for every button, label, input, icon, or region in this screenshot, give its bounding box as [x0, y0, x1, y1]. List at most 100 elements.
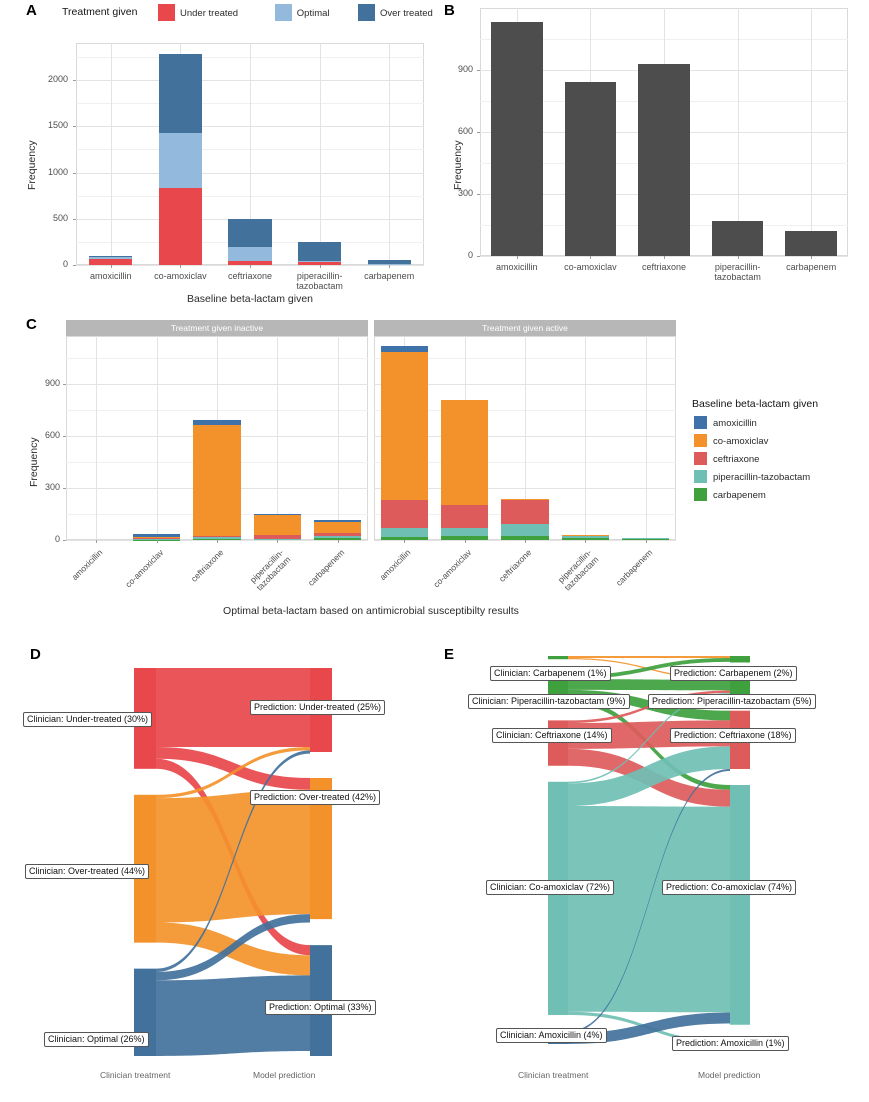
legend-key — [694, 434, 707, 447]
panel-c-letter: C — [26, 316, 37, 333]
bar-segment — [133, 537, 181, 539]
y-tick-label: 0 — [62, 259, 68, 269]
x-tick-mark — [590, 256, 592, 259]
y-tick-label: 0 — [467, 250, 473, 260]
sankey-node-label-right: Prediction: Optimal (33%) — [265, 1000, 376, 1015]
sankey-link — [568, 679, 730, 691]
x-tick-mark — [464, 540, 466, 543]
x-tick-mark — [645, 540, 647, 543]
y-tick-mark — [63, 540, 66, 541]
bar-segment — [501, 499, 549, 525]
bar-segment — [253, 515, 301, 535]
y-tick-label: 900 — [44, 378, 60, 389]
x-tick-mark — [250, 265, 251, 268]
bar — [785, 231, 837, 256]
bar-segment — [253, 534, 301, 539]
bar-segment — [193, 424, 241, 537]
bar-segment — [380, 345, 428, 353]
bar-segment — [253, 539, 301, 541]
legend-label: carbapenem — [713, 490, 766, 501]
bar-segment — [380, 536, 428, 540]
bar-segment — [314, 537, 362, 540]
bar-segment — [441, 505, 489, 528]
sankey-link — [156, 975, 310, 1056]
y-tick-mark — [477, 70, 480, 71]
sankey-node-label-left: Clinician: Co-amoxiclav (72%) — [486, 880, 615, 895]
sankey-node-label-left: Clinician: Optimal (26%) — [44, 1032, 149, 1047]
bar-segment — [561, 534, 609, 536]
gridline-vertical — [319, 43, 321, 265]
bar-segment — [622, 537, 670, 539]
panel-a-legend-title: Treatment given — [62, 6, 138, 18]
bar-segment — [622, 538, 670, 540]
bar-segment — [89, 259, 133, 265]
bar-segment — [380, 499, 428, 528]
panel-b-y-axis-title: Frequency — [452, 140, 464, 190]
panel-c-facet-strip-inactive: Treatment given inactive — [66, 320, 368, 336]
x-tick-mark — [585, 540, 587, 543]
x-tick-mark — [516, 256, 518, 259]
panel-d-left-axis-label: Clinician treatment — [100, 1070, 171, 1080]
panel-e-sankey — [548, 656, 750, 1044]
bar-segment — [193, 539, 241, 541]
y-tick-mark — [477, 132, 480, 133]
bar-segment — [314, 533, 362, 536]
gridline-vertical — [811, 8, 813, 256]
x-tick-mark — [737, 256, 739, 259]
bar-segment — [298, 241, 342, 261]
panel-e-left-axis-label: Clinician treatment — [518, 1070, 589, 1080]
x-tick-mark — [389, 265, 391, 268]
x-tick-label: ceftriaxone — [227, 271, 273, 281]
x-tick-label: co-amoxiclav — [154, 271, 207, 281]
sankey-link — [568, 1012, 730, 1044]
x-tick-mark — [337, 540, 339, 543]
gridline-vertical — [277, 336, 279, 540]
sankey-node-label-right: Prediction: Amoxicillin (1%) — [672, 1036, 789, 1051]
y-tick-label: 2000 — [47, 74, 68, 84]
y-tick-label: 500 — [52, 212, 68, 223]
sankey-node-label-left: Clinician: Over-treated (44%) — [25, 864, 150, 879]
legend-label: ceftriaxone — [713, 454, 760, 465]
x-tick-label: carbapenem — [786, 262, 837, 272]
gridline-vertical — [156, 336, 158, 540]
bar — [711, 220, 764, 256]
panel-c: C Frequency Treatment given inactive Tre… — [0, 312, 869, 620]
x-tick-mark — [319, 265, 321, 268]
y-tick-mark — [63, 384, 66, 386]
sankey-node-label-right: Prediction: Over-treated (42%) — [250, 790, 381, 805]
gridline-vertical — [585, 336, 587, 540]
sankey-link — [156, 789, 310, 923]
bar-segment — [193, 420, 241, 425]
sankey-node-label-left: Clinician: Ceftriaxone (14%) — [492, 728, 612, 743]
panel-a-x-axis-title: Baseline beta-lactam given — [186, 293, 314, 305]
bar-segment — [253, 538, 301, 540]
y-tick-mark — [477, 194, 480, 195]
y-tick-label: 300 — [457, 188, 473, 198]
sankey-node-label-right: Prediction: Carbapenem (2%) — [670, 666, 797, 681]
sankey-link — [568, 806, 730, 1013]
y-tick-mark — [73, 218, 76, 220]
x-tick-mark — [664, 256, 665, 259]
panel-b-letter: B — [444, 2, 455, 19]
bar — [564, 82, 617, 256]
sankey-link — [156, 750, 310, 972]
legend-label: amoxicillin — [713, 418, 757, 429]
x-tick-mark — [277, 540, 279, 543]
y-tick-label: 300 — [44, 482, 60, 493]
x-tick-mark — [96, 540, 98, 543]
legend-label: Over treated — [380, 8, 433, 19]
x-tick-mark — [404, 540, 406, 543]
bar-segment — [380, 352, 428, 500]
sankey-node-right — [730, 785, 750, 1025]
legend-key — [694, 452, 707, 465]
sankey-node-label-left: Clinician: Amoxicillin (4%) — [496, 1028, 607, 1043]
legend-key — [158, 4, 175, 21]
y-tick-label: 600 — [44, 430, 60, 441]
bar-segment — [89, 256, 133, 260]
y-tick-label: 1000 — [47, 166, 68, 177]
bar-segment — [228, 247, 272, 261]
panel-d-letter: D — [30, 646, 41, 663]
y-tick-mark — [73, 126, 76, 128]
sankey-node-right — [310, 778, 332, 920]
legend-key — [274, 4, 292, 21]
